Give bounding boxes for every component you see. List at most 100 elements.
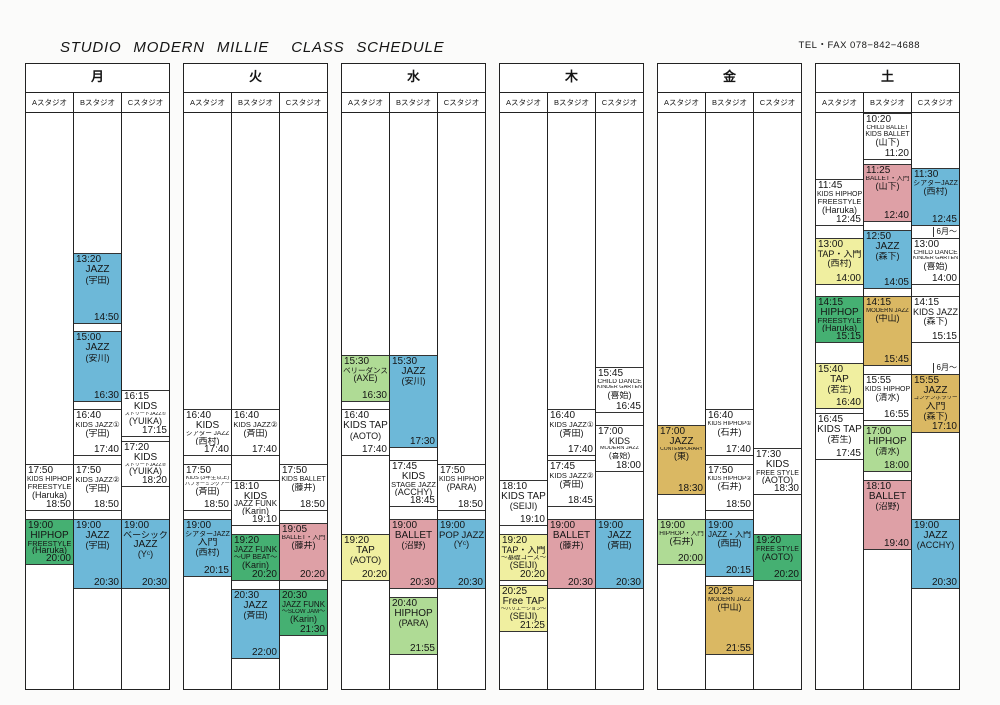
studio-column-a: 17:00 JAZZ CONTEMPORARY (東) 18:30 19:00 HIPHOP… — [658, 113, 705, 689]
day-body: 18:10 KIDS TAP (SEIJI) 19:10 19:20 TAP・入門 〜基礎コ… — [500, 113, 643, 689]
class-end-time: 18:50 — [457, 498, 483, 510]
studio-header-a: Aスタジオ — [31, 98, 67, 107]
studio-header-c: Cスタジオ — [911, 93, 959, 112]
class-start-time: 10:20 — [866, 114, 892, 125]
class-name-line: KIDS HIPHOP① — [707, 421, 752, 428]
studio-header-a: Aスタジオ — [189, 98, 225, 107]
class-details: KIDS TAP (SEIJI) — [500, 492, 547, 516]
class-details: KIDS JAZZ② (斉田) — [548, 472, 595, 496]
class-end-time: 20:30 — [93, 576, 119, 588]
class-start-time: 16:40 — [344, 410, 370, 422]
class-details: BALLET・入門 (藤井) — [280, 535, 327, 571]
class-name-line: KIDS JAZZ② — [549, 472, 594, 480]
class-instructor: (ACCHY) — [394, 487, 433, 496]
class-details: TAP・入門 〜基礎コース〜 (SEIJI) — [500, 546, 547, 570]
class-name-line: CHILD DANCE — [913, 249, 958, 256]
class-name-line: HIPHOP — [394, 608, 433, 619]
class-end-time: 11:20 — [884, 147, 909, 159]
class-block: 18:10 BALLET (沼野) 19:40 — [864, 479, 911, 550]
class-name-line: パフォーミングアーツ — [185, 481, 231, 487]
class-block: 20:25 MODERN JAZZ (中山) 21:55 — [706, 584, 753, 656]
class-end-time: 18:50 — [725, 498, 751, 510]
class-name-line: 〜バリエーション〜 — [501, 606, 546, 612]
class-end-time: 18:30 — [773, 483, 799, 495]
studio-header-b: Bスタジオ — [705, 93, 753, 112]
class-instructor: (喜始) — [608, 451, 631, 460]
studio-column-c: 17:30 KIDS FREE STYLE (AOTO) 18:30 19:20 FREE … — [753, 113, 801, 689]
class-block: 19:00 HIPHOP・入門 (石井) 20:00 — [658, 518, 705, 566]
class-start-time: 19:00 — [660, 519, 686, 531]
class-instructor: (宇田) — [85, 275, 110, 285]
class-details: KIDS JAZZ② (斉田) — [232, 421, 279, 445]
class-start-time: 20:25 — [708, 585, 734, 597]
class-end-time: 18:00 — [883, 459, 909, 471]
class-details: KIDS HIPHOP FREESTYLE (Haruka) — [816, 191, 863, 215]
class-details: KIDS FREE STYLE (AOTO) — [754, 460, 801, 484]
class-instructor: (YUIKA) — [128, 416, 162, 426]
class-start-time: 13:20 — [76, 254, 102, 266]
class-start-time: 16:40 — [76, 410, 102, 422]
weekly-schedule-grid: 月 Aスタジオ Bスタジオ Cスタジオ 17:50 KIDS HIPHOP FREESTYL… — [25, 63, 961, 690]
class-end-time: 20:20 — [519, 568, 545, 580]
class-end-time: 16:30 — [361, 389, 387, 401]
class-details: KIDS HIPHOP② (石井) — [706, 476, 753, 500]
class-end-time: 22:00 — [251, 646, 277, 658]
class-instructor: (AXE) — [353, 374, 378, 384]
class-end-time: 17:10 — [931, 420, 957, 432]
class-name-line: KIDS JAZZ — [913, 308, 959, 318]
studio-column-b: 16:40 KIDS JAZZ② (斉田) 17:40 18:10 KIDS JAZZ FU… — [231, 113, 279, 689]
studio-column-a: 15:30 ベリーダンス (AXE) 16:30 16:40 KIDS TAP (AOTO)… — [342, 113, 389, 689]
class-end-time: 17:40 — [203, 444, 229, 456]
class-block: 17:50 KIDS JAZZ② (宇田) 18:50 — [74, 464, 121, 511]
class-end-time: 20:00 — [677, 553, 703, 565]
class-details: JAZZ・入門 (西田) — [706, 531, 753, 567]
class-name-line: HIPHOP — [820, 308, 859, 318]
class-instructor: (AOTO) — [761, 553, 794, 563]
class-block: 16:40 KIDS JAZZ① (宇田) 17:40 — [74, 409, 121, 457]
class-block: 17:00 KIDS MODERN JAZZ (喜始) 18:00 — [596, 425, 643, 472]
class-block: 11:45 KIDS HIPHOP FREESTYLE (Haruka) 12:45 — [816, 179, 863, 227]
class-name-line: KIDS TAP — [343, 421, 388, 432]
class-block: 17:00 JAZZ CONTEMPORARY (東) 18:30 — [658, 425, 705, 496]
class-start-time: 16:40 — [708, 410, 734, 422]
class-name-line: 入門 — [925, 402, 946, 413]
class-instructor: (宇田) — [85, 429, 110, 439]
class-instructor: (AOTO) — [349, 556, 382, 566]
class-name-line: ベリーダンス — [343, 366, 388, 375]
class-name-line: KIDS — [608, 437, 630, 446]
class-name-line: FREESTYLE — [817, 317, 862, 325]
class-start-time: 17:50 — [76, 465, 102, 476]
class-instructor: (斉田) — [243, 610, 268, 620]
class-name-line: KIDS (3年生以上) — [185, 476, 230, 481]
class-end-time: 15:15 — [835, 331, 861, 343]
class-instructor: (西村) — [827, 258, 852, 268]
class-name-line: JAZZ — [923, 530, 948, 541]
class-details: KIDS JAZZ① (宇田) — [74, 421, 121, 445]
class-details: TAP (AOTO) — [342, 546, 389, 570]
class-instructor: (Haruka) — [821, 205, 857, 215]
class-end-time: 16:30 — [93, 389, 119, 401]
class-details: KIDS JAZZ① (斉田) — [548, 421, 595, 445]
class-instructor: (中山) — [717, 603, 742, 612]
class-instructor: (AOTO) — [761, 475, 794, 485]
class-details: HIPHOP (清水) — [864, 437, 911, 461]
class-instructor: (PARA) — [446, 483, 477, 493]
studio-name: STUDIO MODERN MILLIE — [60, 39, 270, 56]
class-instructor: (清水) — [875, 393, 900, 403]
class-start-time: 15:55 — [914, 375, 940, 387]
class-name-line: MODERN JAZZ — [866, 308, 909, 315]
class-start-time: 15:40 — [818, 363, 844, 375]
class-name-line: KIDS JAZZ② — [233, 421, 278, 430]
class-name-line: TAP・入門 — [817, 249, 862, 259]
studio-column-c: 15:45 CHILD DANCE KINDER GARTEN (喜始) 16:45 17… — [595, 113, 643, 689]
class-details: シアターJAZZ 入門 (西村) — [184, 531, 231, 567]
class-end-time: 20:15 — [203, 565, 229, 577]
class-instructor: (YUIKA) — [128, 467, 162, 477]
class-start-time: 17:50 — [282, 465, 308, 476]
class-details: KIDS JAZZ FUNK (Karin) — [232, 492, 279, 516]
class-block: 15:45 CHILD DANCE KINDER GARTEN (喜始) 16:45 — [596, 366, 643, 414]
class-block: 17:30 KIDS FREE STYLE (AOTO) 18:30 — [754, 448, 801, 496]
class-start-time: 13:00 — [818, 238, 844, 250]
class-details: KIDS JAZZ② (宇田) — [74, 476, 121, 500]
day-body: 16:40 KIDS シアター JAZZ (西村) 17:40 17:50 KIDS (3年… — [184, 113, 327, 689]
